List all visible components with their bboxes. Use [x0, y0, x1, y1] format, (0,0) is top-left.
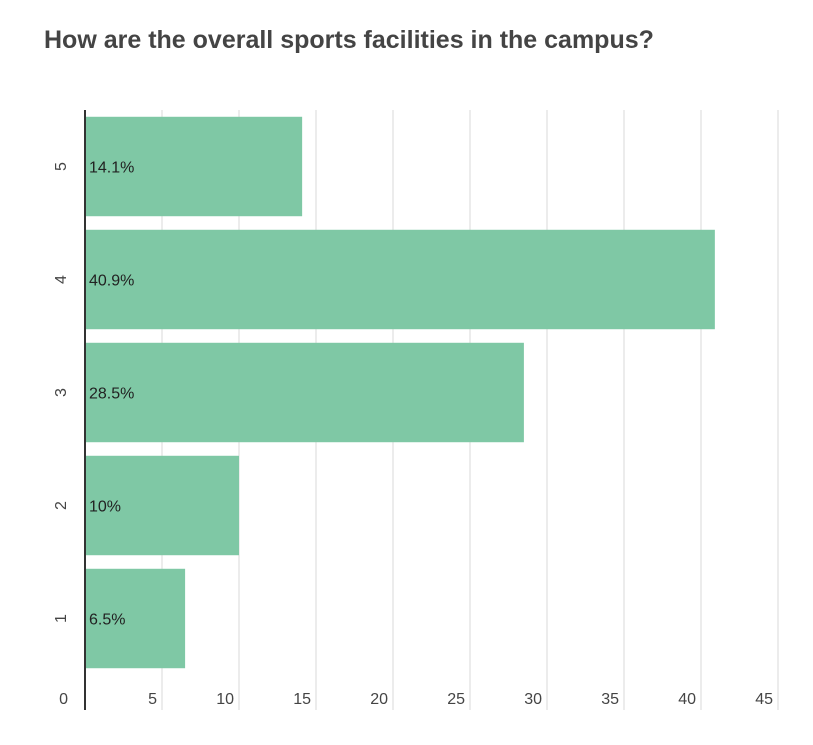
data-label-3: 28.5%	[89, 386, 134, 403]
bars	[85, 116, 715, 669]
bar-1	[85, 568, 186, 669]
y-category-label-5: 5	[53, 162, 70, 171]
x-tick-label-20: 20	[370, 691, 388, 708]
data-label-4: 40.9%	[89, 273, 134, 290]
axes: 0 5 10 15 20 25 30 35 40 45 5 4 3 2 1	[53, 110, 773, 710]
data-label-5: 14.1%	[89, 160, 134, 177]
x-tick-label-10: 10	[216, 691, 234, 708]
bar-5	[85, 116, 303, 217]
x-tick-label-30: 30	[524, 691, 542, 708]
x-tick-label-15: 15	[293, 691, 311, 708]
y-category-label-3: 3	[53, 388, 70, 397]
chart-title: How are the overall sports facilities in…	[44, 26, 654, 54]
x-tick-label-35: 35	[601, 691, 619, 708]
y-category-label-2: 2	[53, 501, 70, 510]
y-category-label-4: 4	[53, 275, 70, 284]
data-label-2: 10%	[89, 499, 121, 516]
data-label-1: 6.5%	[89, 612, 125, 629]
bar-2	[85, 455, 239, 556]
data-labels: 14.1% 40.9% 28.5% 10% 6.5%	[89, 160, 134, 629]
x-tick-label-5: 5	[148, 691, 157, 708]
bar-3	[85, 342, 524, 443]
y-category-label-1: 1	[53, 614, 70, 623]
bar-4	[85, 229, 715, 330]
x-tick-label-25: 25	[447, 691, 465, 708]
x-tick-label-40: 40	[678, 691, 696, 708]
x-tick-label-45: 45	[755, 691, 773, 708]
x-tick-label-0: 0	[59, 691, 68, 708]
